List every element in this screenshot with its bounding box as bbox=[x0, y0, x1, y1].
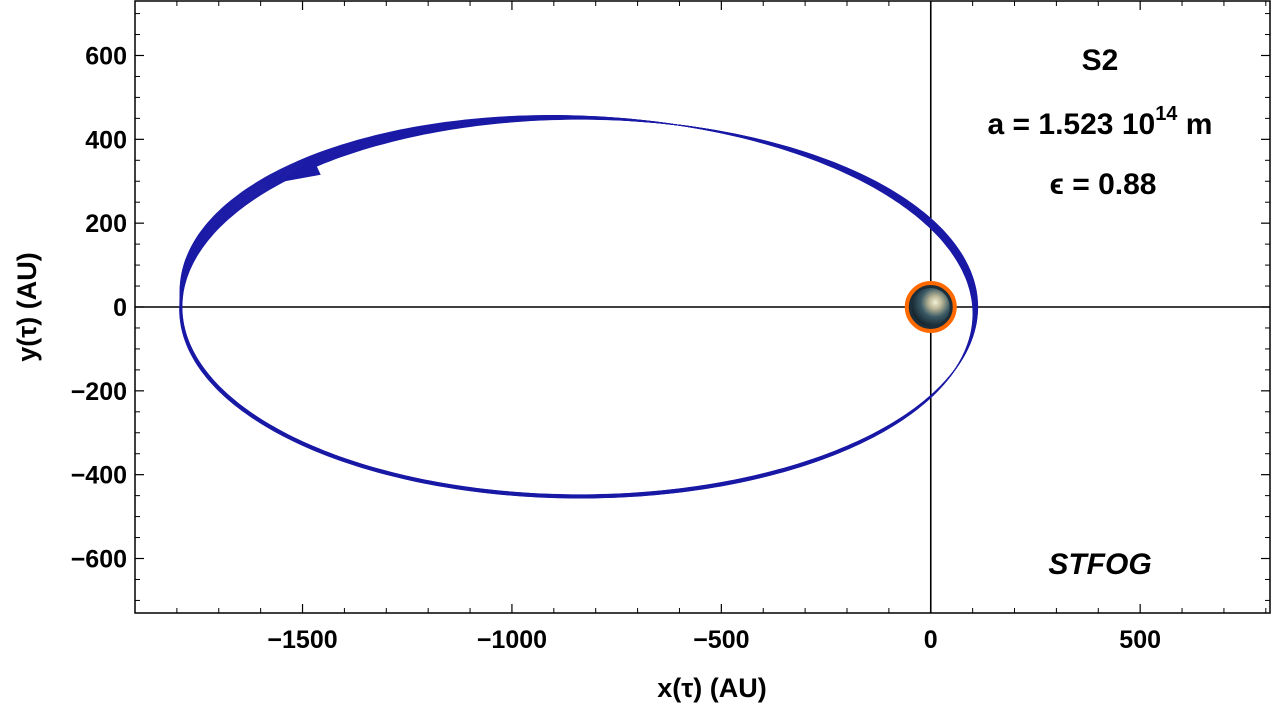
central-body bbox=[904, 281, 957, 333]
semi-major-unit: m bbox=[1177, 108, 1212, 141]
annotation-eccentricity: ϵ = 0.88 bbox=[1050, 168, 1157, 201]
orbit-loop bbox=[179, 115, 974, 499]
x-tick-label: −1500 bbox=[267, 626, 337, 654]
x-axis-title: x(τ) (AU) bbox=[657, 673, 767, 703]
orbit-direction-arrow bbox=[282, 156, 321, 182]
orbit-series bbox=[179, 115, 979, 499]
x-tick-label: −500 bbox=[693, 626, 749, 654]
annotation-star-name: S2 bbox=[1082, 44, 1119, 77]
central-body-core bbox=[911, 288, 950, 326]
y-axis-ticks: −600 −400 −200 0 200 400 600 bbox=[71, 42, 1270, 574]
annotation-semi-major-axis: a = 1.523 1014 m bbox=[988, 103, 1213, 141]
x-tick-label: 0 bbox=[924, 626, 938, 654]
y-tick-label: −400 bbox=[71, 462, 127, 490]
y-axis-title: y(τ) (AU) bbox=[12, 252, 42, 362]
semi-major-prefix: a = 1.523 10 bbox=[988, 108, 1156, 141]
y-tick-label: 600 bbox=[85, 42, 127, 70]
y-tick-label: 400 bbox=[85, 126, 127, 154]
y-tick-label: −600 bbox=[71, 546, 127, 574]
y-tick-label: −200 bbox=[71, 378, 127, 406]
x-tick-label: 500 bbox=[1119, 626, 1161, 654]
y-tick-label: 200 bbox=[85, 210, 127, 238]
minor-ticks bbox=[134, 1, 1270, 613]
y-tick-label: 0 bbox=[113, 294, 127, 322]
x-axis-ticks: −1500 −1000 −500 0 500 bbox=[267, 1, 1161, 654]
x-tick-label: −1000 bbox=[477, 626, 547, 654]
annotation-model: STFOG bbox=[1048, 548, 1151, 581]
semi-major-exponent: 14 bbox=[1155, 103, 1178, 125]
